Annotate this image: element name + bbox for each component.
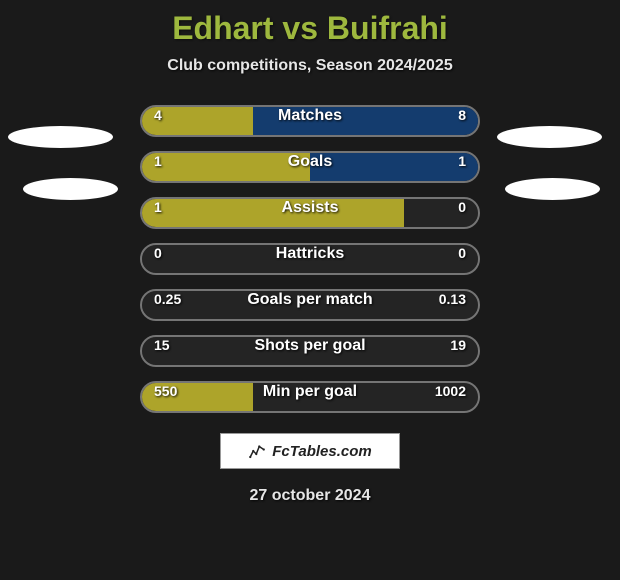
stat-label: Assists — [282, 199, 339, 217]
footer-date: 27 october 2024 — [0, 487, 620, 505]
stat-value-left: 0.25 — [154, 291, 181, 307]
stat-row: 15 19 Shots per goal — [0, 335, 620, 367]
stat-value-right: 19 — [450, 337, 466, 353]
stat-row: 0.25 0.13 Goals per match — [0, 289, 620, 321]
stat-row: 4 8 Matches — [0, 105, 620, 137]
stat-value-left: 1 — [154, 199, 162, 215]
stat-value-left: 0 — [154, 245, 162, 261]
chart-icon — [248, 442, 266, 460]
page-title: Edhart vs Buifrahi — [0, 0, 620, 47]
stat-value-left: 15 — [154, 337, 170, 353]
bar-left-fill — [142, 153, 310, 181]
logo-text: FcTables.com — [272, 443, 371, 460]
stat-value-left: 1 — [154, 153, 162, 169]
stat-value-left: 4 — [154, 107, 162, 123]
subtitle: Club competitions, Season 2024/2025 — [0, 57, 620, 75]
stat-label: Shots per goal — [254, 337, 365, 355]
stat-bar: 4 8 Matches — [140, 105, 480, 137]
stat-bar: 1 0 Assists — [140, 197, 480, 229]
stat-bar: 0.25 0.13 Goals per match — [140, 289, 480, 321]
stat-value-right: 0 — [458, 245, 466, 261]
stat-bar: 1 1 Goals — [140, 151, 480, 183]
bar-right-fill — [310, 153, 478, 181]
bar-left-fill — [142, 199, 404, 227]
stat-bar: 550 1002 Min per goal — [140, 381, 480, 413]
stat-bar: 15 19 Shots per goal — [140, 335, 480, 367]
stat-row: 1 1 Goals — [0, 151, 620, 183]
stat-value-right: 8 — [458, 107, 466, 123]
stat-label: Goals per match — [247, 291, 372, 309]
stat-label: Min per goal — [263, 383, 357, 401]
stat-bar: 0 0 Hattricks — [140, 243, 480, 275]
logo-box: FcTables.com — [220, 433, 400, 469]
stat-value-left: 550 — [154, 383, 177, 399]
stat-value-right: 0 — [458, 199, 466, 215]
stat-label: Matches — [278, 107, 342, 125]
stat-row: 0 0 Hattricks — [0, 243, 620, 275]
stat-label: Goals — [288, 153, 332, 171]
stat-value-right: 1002 — [435, 383, 466, 399]
stat-row: 1 0 Assists — [0, 197, 620, 229]
stat-label: Hattricks — [276, 245, 344, 263]
stats-container: 4 8 Matches 1 1 Goals 1 0 Assists 0 0 Hattricks 0.25… — [0, 105, 620, 413]
stat-value-right: 0.13 — [439, 291, 466, 307]
stat-row: 550 1002 Min per goal — [0, 381, 620, 413]
stat-value-right: 1 — [458, 153, 466, 169]
